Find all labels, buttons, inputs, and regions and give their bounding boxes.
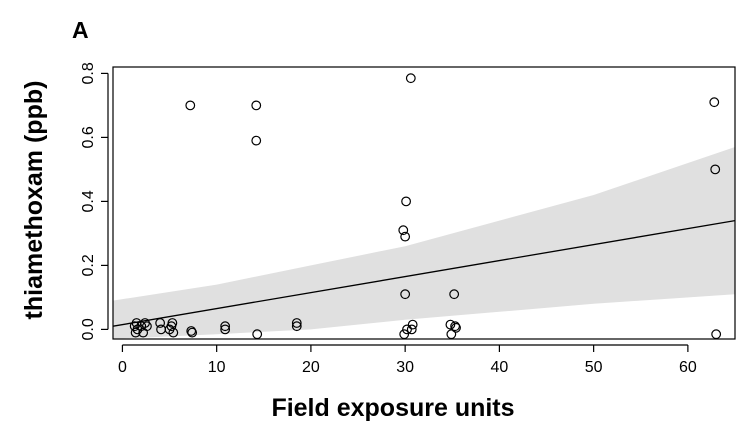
x-axis: 0 10 20 30 40 50 60 (118, 344, 697, 376)
data-point (130, 327, 141, 338)
x-tick-label: 40 (490, 359, 508, 376)
data-point (710, 164, 721, 175)
data-point (445, 319, 456, 330)
data-point (220, 321, 231, 332)
y-tick-label: 0.4 (80, 190, 97, 212)
x-axis-title: Field exposure units (271, 394, 514, 422)
data-point (251, 100, 262, 111)
x-tick-label: 20 (302, 359, 320, 376)
data-point (401, 196, 411, 207)
data-point (709, 97, 720, 108)
data-point (220, 324, 231, 335)
confidence-band (113, 147, 735, 339)
y-tick-label: 0.8 (80, 62, 97, 84)
plot-frame (112, 66, 736, 340)
data-point (185, 100, 196, 111)
x-tick-label: 0 (118, 359, 127, 376)
y-axis: 0.0 0.2 0.4 0.6 0.8 (80, 62, 109, 341)
data-point (450, 321, 461, 332)
data-point (398, 225, 409, 236)
x-tick-label: 60 (679, 359, 697, 376)
data-point (187, 327, 198, 338)
x-tick-label: 30 (396, 359, 414, 376)
y-axis-title: thiamethoxam (ppb) (20, 81, 48, 320)
data-point (406, 324, 417, 335)
data-point (400, 289, 411, 300)
y-tick-label: 0.6 (80, 126, 97, 148)
data-point (711, 329, 722, 340)
data-point (186, 326, 197, 336)
data-point (402, 324, 412, 335)
data-point (251, 135, 262, 146)
x-tick-label: 50 (585, 359, 603, 376)
y-tick-label: 0.0 (80, 318, 97, 340)
data-point (449, 289, 460, 300)
data-point (291, 318, 302, 328)
x-tick-label: 10 (208, 359, 226, 376)
data-point (155, 318, 166, 328)
data-point (291, 321, 302, 332)
regression-line (113, 219, 735, 327)
y-tick-label: 0.2 (80, 254, 97, 276)
data-point (400, 231, 411, 242)
data-point (407, 319, 418, 330)
data-point (142, 321, 152, 332)
data-point (405, 73, 416, 84)
data-point (451, 322, 461, 333)
plot-area (112, 66, 736, 340)
panel-label: A (72, 17, 89, 43)
data-point (164, 324, 175, 335)
data-point (167, 318, 178, 328)
